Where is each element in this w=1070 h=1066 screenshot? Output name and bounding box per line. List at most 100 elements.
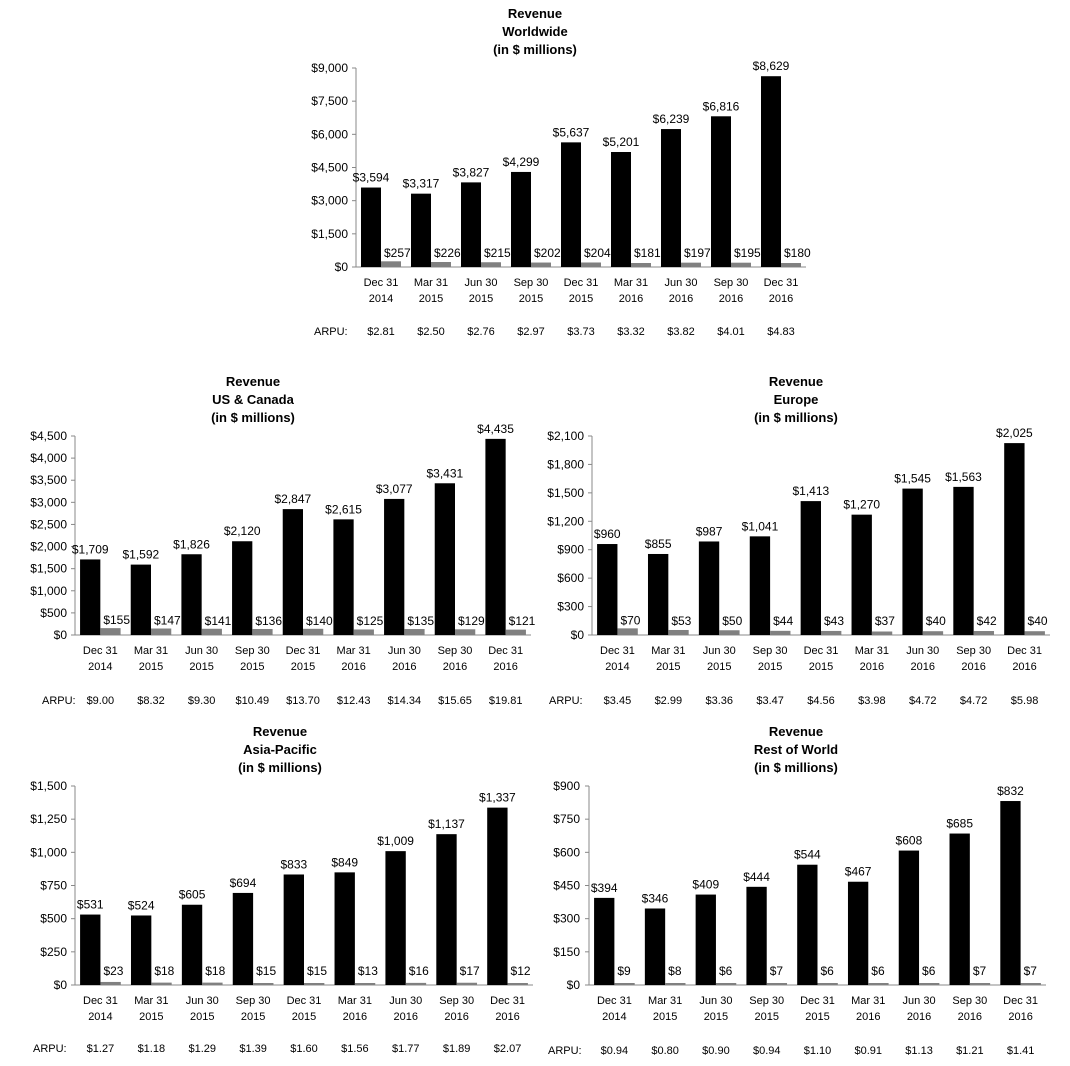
chart-title-line: Revenue (769, 724, 823, 739)
bar-revenue-label: $3,431 (427, 466, 464, 480)
chart-title-line: (in $ millions) (754, 410, 838, 425)
bar-secondary-label: $37 (875, 614, 895, 628)
bar-secondary (969, 983, 991, 985)
y-tick-label: $900 (557, 543, 584, 557)
bar-secondary (922, 631, 944, 635)
bar-revenue-label: $1,337 (479, 791, 516, 805)
bar-revenue (385, 851, 406, 985)
arpu-value: $3.73 (567, 326, 595, 338)
bar-secondary-label: $15 (256, 964, 276, 978)
bar-revenue-label: $1,009 (377, 834, 414, 848)
y-tick-label: $1,000 (30, 845, 67, 859)
bar-secondary-label: $16 (409, 964, 429, 978)
y-tick-label: $500 (40, 912, 67, 926)
bar-secondary-label: $155 (103, 613, 130, 627)
x-tick-label: 2016 (961, 661, 985, 673)
x-tick-label: Dec 31 (600, 645, 635, 657)
bar-revenue (485, 438, 506, 635)
bar-secondary (681, 262, 701, 267)
x-tick-label: 2014 (602, 1011, 626, 1023)
bar-secondary-label: $147 (154, 613, 181, 627)
y-tick-label: $0 (54, 628, 68, 642)
bar-secondary-label: $141 (205, 614, 232, 628)
bar-revenue (647, 553, 669, 635)
bar-secondary (781, 263, 801, 267)
bar-secondary (973, 631, 995, 635)
bar-secondary (505, 629, 526, 635)
bar-revenue (561, 142, 581, 267)
x-tick-label: Dec 31 (287, 995, 322, 1007)
y-tick-label: $2,100 (547, 429, 584, 443)
y-tick-label: $600 (553, 845, 580, 859)
bar-revenue-label: $409 (692, 878, 719, 892)
bar-revenue-label: $1,592 (123, 548, 160, 562)
bar-secondary (456, 982, 478, 985)
bar-secondary (766, 983, 788, 985)
bar-secondary (919, 983, 940, 985)
x-tick-label: Mar 31 (648, 995, 682, 1007)
bar-revenue-label: $531 (77, 898, 104, 912)
x-tick-label: 2015 (292, 1011, 316, 1023)
bar-revenue (511, 171, 531, 267)
bar-secondary-label: $215 (484, 246, 511, 260)
bar-secondary-label: $7 (973, 964, 987, 978)
bar-revenue-label: $346 (642, 891, 669, 905)
y-tick-label: $3,000 (311, 194, 348, 208)
x-tick-label: Mar 31 (338, 995, 372, 1007)
y-tick-label: $1,250 (30, 812, 67, 826)
bar-revenue (902, 488, 923, 635)
x-tick-label: Dec 31 (1003, 995, 1038, 1007)
bar-secondary-label: $18 (205, 964, 225, 978)
y-tick-label: $0 (567, 978, 581, 992)
bar-revenue (384, 498, 405, 635)
y-tick-label: $7,500 (311, 94, 348, 108)
bar-secondary (719, 630, 740, 635)
x-tick-label: Jun 30 (903, 995, 936, 1007)
bar-secondary-label: $18 (154, 964, 174, 978)
y-tick-label: $1,500 (30, 562, 67, 576)
arpu-value: $1.77 (392, 1043, 420, 1055)
x-tick-label: Sep 30 (235, 645, 270, 657)
bar-revenue-label: $694 (230, 876, 257, 890)
x-tick-label: 2016 (392, 661, 416, 673)
arpu-value: $3.98 (858, 695, 886, 707)
y-tick-label: $1,200 (547, 514, 584, 528)
bar-secondary-label: $226 (434, 246, 461, 260)
bar-revenue (847, 881, 869, 985)
bar-secondary-label: $50 (722, 614, 742, 628)
bar-revenue-label: $608 (896, 834, 923, 848)
y-tick-label: $300 (557, 600, 584, 614)
bar-revenue-label: $3,827 (453, 165, 490, 179)
bar-revenue (611, 152, 631, 267)
arpu-value: $1.13 (905, 1045, 933, 1057)
x-tick-label: Jun 30 (388, 645, 421, 657)
bar-secondary-label: $6 (871, 964, 885, 978)
y-tick-label: $150 (553, 945, 580, 959)
arpu-value: $3.32 (617, 326, 645, 338)
bar-revenue (361, 187, 381, 267)
bar-secondary-label: $257 (384, 246, 411, 260)
x-tick-label: 2015 (190, 1011, 214, 1023)
bar-secondary (668, 629, 689, 635)
chart-title-line: US & Canada (212, 392, 294, 407)
bar-secondary (253, 983, 274, 985)
bar-revenue-label: $685 (946, 817, 973, 831)
bar-secondary (100, 981, 121, 985)
bar-revenue-label: $2,025 (996, 426, 1033, 440)
chart-title-line: (in $ millions) (754, 760, 838, 775)
chart-title-line: (in $ millions) (238, 760, 322, 775)
arpu-value: $3.47 (756, 695, 784, 707)
bar-secondary-label: $202 (534, 246, 561, 260)
y-tick-label: $1,800 (547, 457, 584, 471)
arpu-value: $12.43 (337, 695, 371, 707)
x-tick-label: Sep 30 (714, 277, 749, 289)
bar-revenue-label: $5,201 (603, 135, 640, 149)
chart-title-line: (in $ millions) (493, 42, 577, 57)
bar-secondary (665, 983, 686, 985)
x-tick-label: Sep 30 (753, 645, 788, 657)
bar-secondary (715, 983, 737, 985)
arpu-value: $1.18 (138, 1043, 166, 1055)
arpu-value: $4.72 (909, 695, 937, 707)
x-tick-label: 2016 (769, 293, 793, 305)
x-tick-label: 2014 (88, 661, 112, 673)
